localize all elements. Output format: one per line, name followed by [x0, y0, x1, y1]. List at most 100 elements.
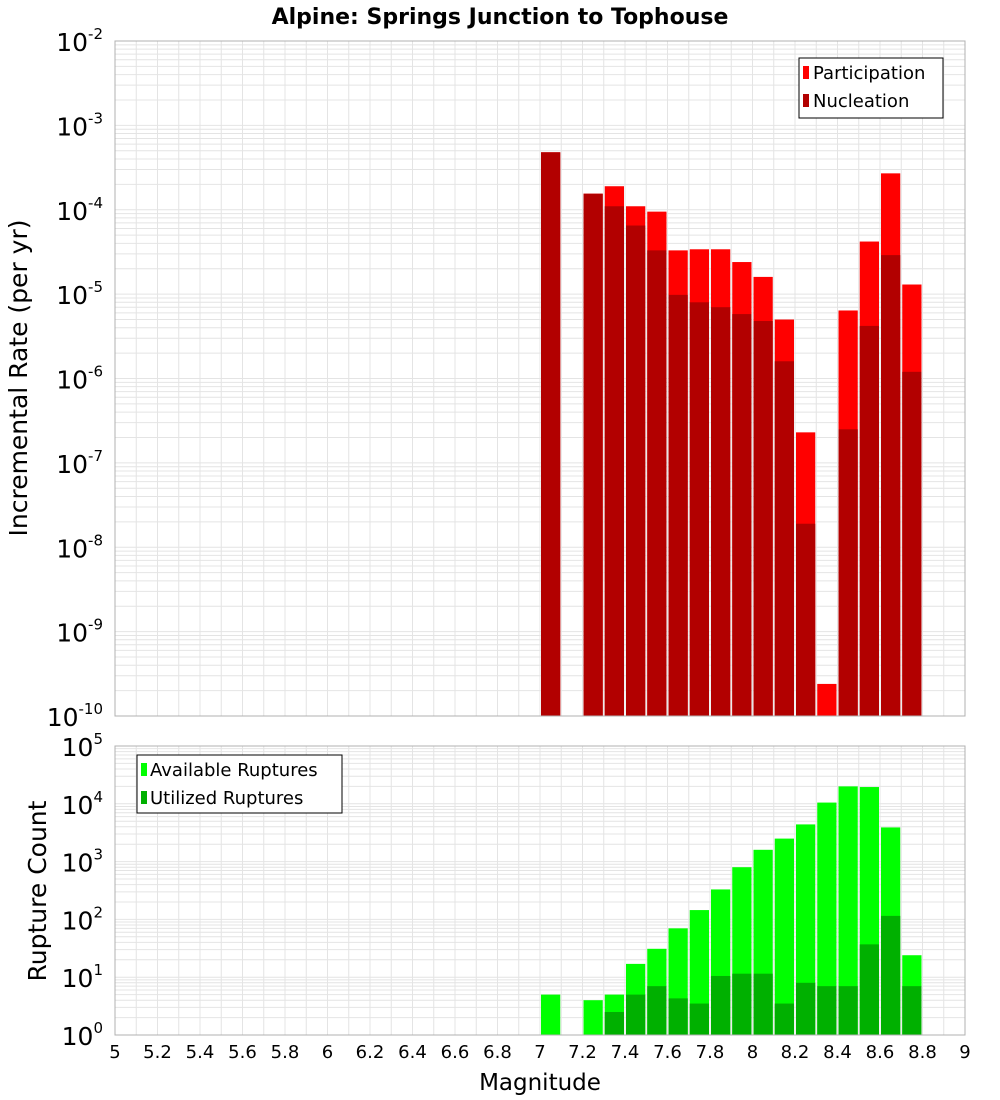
x-axis-label: Magnitude [479, 1070, 601, 1096]
y-tick-label: 102 [62, 903, 103, 935]
x-tick-label: 6.4 [398, 1042, 427, 1063]
rate-panel: 10-10 10-9 10-8 10-7 10-6 10-5 10-4 10-3 10-2 In… [4, 25, 966, 732]
count-bar-utilized-ruptures [689, 1003, 709, 1035]
rate-bar-nucleation [732, 314, 752, 716]
x-tick-label: 8.6 [866, 1042, 895, 1063]
y-tick-label: 100 [62, 1019, 103, 1051]
x-tick-label: 7.6 [653, 1042, 682, 1063]
rate-bar-nucleation [881, 255, 901, 716]
x-tick-label: 7 [534, 1042, 545, 1063]
participation-legend-swatch [803, 66, 809, 79]
x-tick-label: 6.6 [441, 1042, 470, 1063]
x-tick-label: 8 [747, 1042, 758, 1063]
utilized-legend-label: Utilized Ruptures [150, 788, 303, 809]
count-y-axis-label: Rupture Count [23, 800, 52, 981]
x-tick-label: 6.2 [356, 1042, 385, 1063]
nucleation-legend-swatch [803, 94, 809, 107]
count-bar-available-ruptures [817, 802, 837, 1035]
count-bar-available-ruptures [583, 1000, 603, 1035]
x-tick-label: 5.2 [143, 1042, 172, 1063]
rate-bar-nucleation [668, 294, 688, 716]
count-bar-utilized-ruptures [626, 994, 646, 1035]
count-bar-utilized-ruptures [753, 973, 773, 1035]
rate-y-axis-label: Incremental Rate (per yr) [4, 220, 33, 537]
chart-title: Alpine: Springs Junction to Tophouse [272, 5, 729, 30]
count-bar-utilized-ruptures [902, 986, 922, 1035]
count-bar-utilized-ruptures [796, 982, 816, 1035]
y-tick-label: 10-9 [56, 616, 103, 648]
x-tick-label: 7.8 [696, 1042, 725, 1063]
y-tick-label: 10-4 [56, 194, 103, 226]
y-tick-label: 104 [62, 788, 103, 820]
rate-bar-nucleation [583, 193, 603, 716]
y-tick-label: 10-2 [56, 25, 103, 57]
x-tick-labels: 5 5.2 5.4 5.6 5.8 6 6.2 6.4 6.6 6.8 7 7.2 7.4 7.6 7.8 8… [109, 1042, 970, 1063]
y-tick-label: 10-5 [56, 278, 103, 310]
y-tick-label: 10-7 [56, 447, 103, 479]
rate-y-ticks: 10-10 10-9 10-8 10-7 10-6 10-5 10-4 10-3 10-2 [47, 25, 103, 732]
rate-bar-nucleation [647, 250, 667, 717]
count-legend: Available Ruptures Utilized Ruptures [136, 754, 343, 814]
x-tick-label: 5.8 [271, 1042, 300, 1063]
rate-bar-nucleation [604, 206, 624, 716]
rate-bar-nucleation [774, 361, 794, 716]
x-tick-label: 7.2 [568, 1042, 597, 1063]
count-bar-utilized-ruptures [732, 973, 752, 1035]
count-bar-utilized-ruptures [711, 975, 731, 1035]
count-bar-available-ruptures [541, 994, 561, 1035]
count-bars [541, 786, 922, 1035]
count-bar-available-ruptures [774, 838, 794, 1035]
rate-gridlines [114, 41, 966, 717]
rate-bar-participation [817, 683, 837, 716]
y-tick-label: 10-8 [56, 531, 103, 563]
count-legend-box [136, 754, 343, 814]
count-plot-frame [114, 745, 966, 1036]
count-bar-utilized-ruptures [859, 944, 879, 1035]
rate-bar-nucleation [541, 152, 561, 716]
rate-bar-nucleation [711, 307, 731, 716]
rate-bar-nucleation [838, 429, 858, 716]
x-tick-label: 5.6 [228, 1042, 257, 1063]
x-tick-label: 8.8 [908, 1042, 937, 1063]
x-tick-label: 9 [959, 1042, 970, 1063]
count-bar-utilized-ruptures [817, 986, 837, 1035]
rate-bar-nucleation [689, 302, 709, 716]
y-tick-label: 105 [62, 730, 103, 762]
rate-bar-nucleation [859, 325, 879, 716]
rate-legend-box [798, 57, 944, 119]
x-tick-label: 8.4 [823, 1042, 852, 1063]
count-bar-available-ruptures [796, 824, 816, 1035]
x-tick-label: 7.4 [611, 1042, 640, 1063]
x-tick-label: 5 [109, 1042, 120, 1063]
x-tick-label: 6.8 [483, 1042, 512, 1063]
y-tick-label: 101 [62, 961, 103, 993]
nucleation-legend-label: Nucleation [813, 91, 909, 112]
y-tick-label: 10-10 [47, 700, 103, 732]
rate-bar-nucleation [626, 225, 646, 716]
count-bar-utilized-ruptures [881, 915, 901, 1035]
rate-bar-nucleation [753, 321, 773, 716]
count-bar-utilized-ruptures [668, 998, 688, 1035]
count-bar-utilized-ruptures [838, 986, 858, 1035]
available-legend-swatch [141, 763, 147, 776]
y-tick-label: 103 [62, 846, 103, 878]
count-bar-utilized-ruptures [774, 1003, 794, 1035]
utilized-legend-swatch [141, 791, 147, 804]
rate-bar-nucleation [902, 371, 922, 716]
count-bar-available-ruptures [838, 786, 858, 1035]
y-tick-label: 10-3 [56, 109, 103, 141]
rate-legend: Participation Nucleation [798, 57, 944, 119]
y-tick-label: 10-6 [56, 363, 103, 395]
x-tick-label: 5.4 [186, 1042, 215, 1063]
available-legend-label: Available Ruptures [150, 760, 318, 781]
x-tick-label: 8.2 [781, 1042, 810, 1063]
rate-bars [541, 152, 922, 717]
participation-legend-label: Participation [813, 63, 925, 84]
count-panel: 100 101 102 103 104 105 Rupture Count Availab… [23, 730, 966, 1051]
count-bar-utilized-ruptures [604, 1011, 624, 1035]
rate-plot-frame [114, 40, 966, 717]
count-y-ticks: 100 101 102 103 104 105 [62, 730, 103, 1051]
rate-bar-nucleation [796, 523, 816, 716]
count-bar-utilized-ruptures [647, 986, 667, 1035]
